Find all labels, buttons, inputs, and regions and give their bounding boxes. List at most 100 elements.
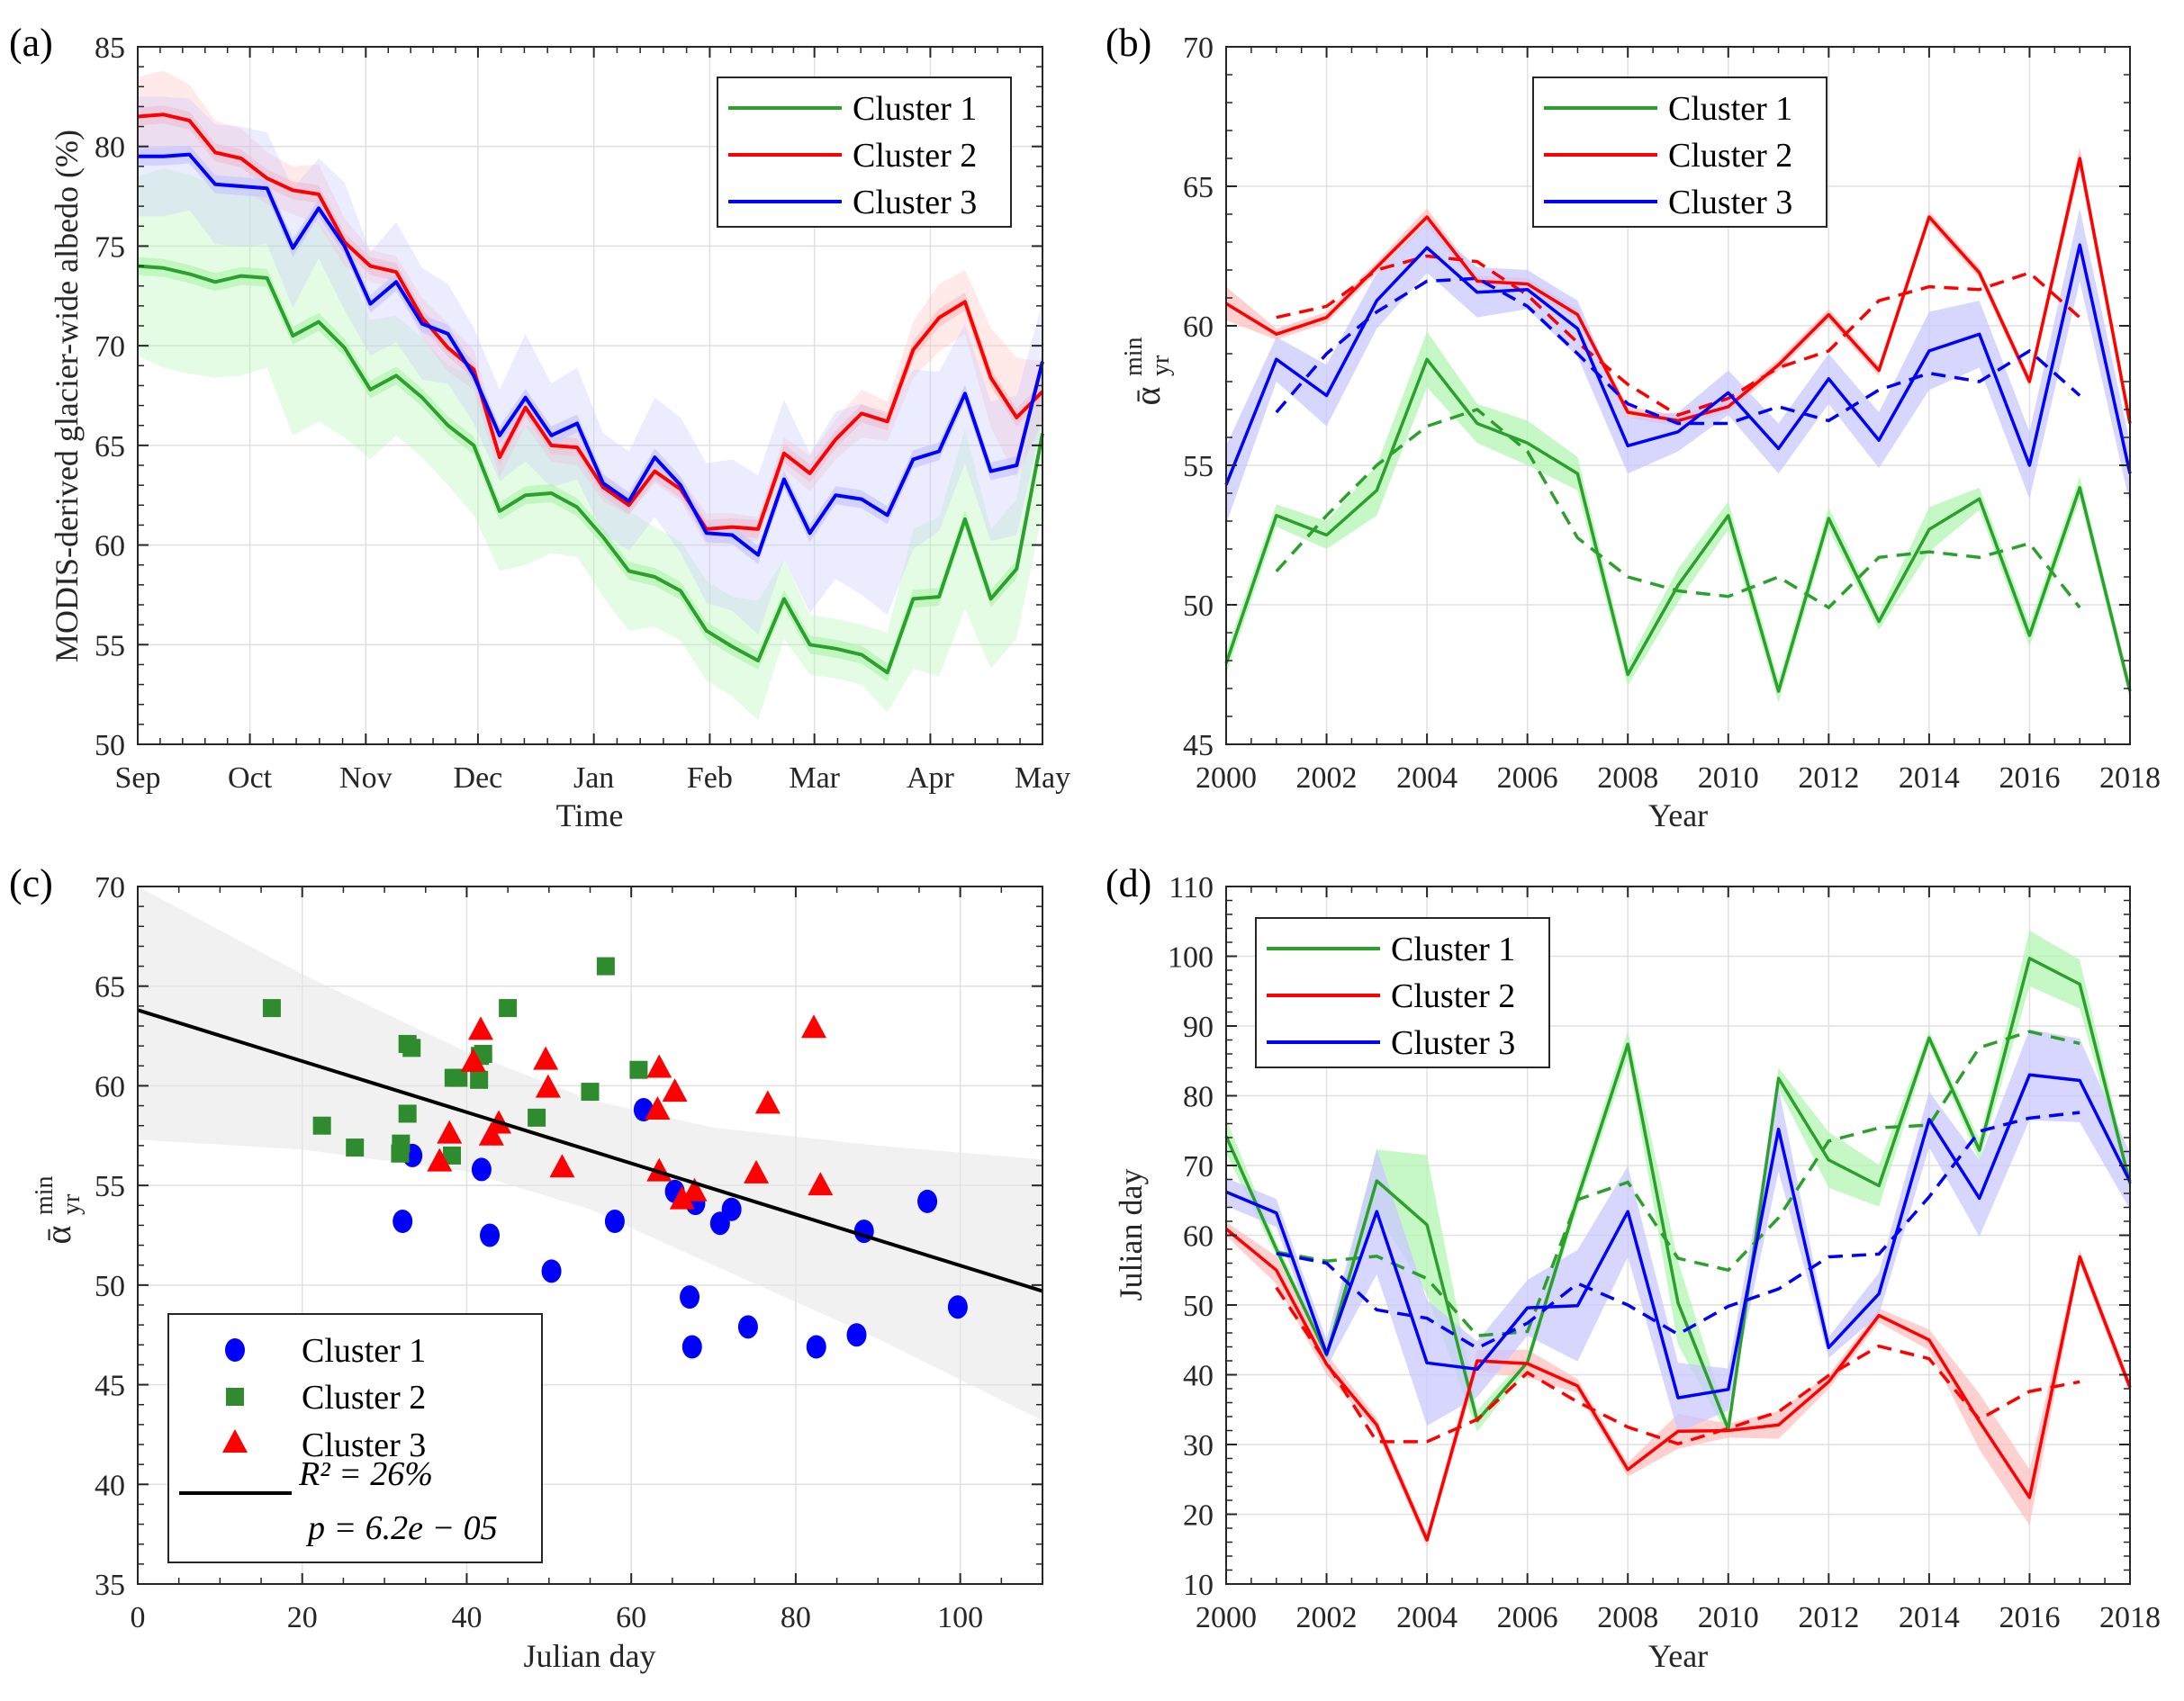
panel-a-label: (a) bbox=[9, 21, 53, 65]
y-tick-label: 60 bbox=[1183, 1220, 1214, 1254]
legend-label-3: Cluster 3 bbox=[1668, 184, 1792, 221]
panel-c: (c) 0 20 40 60 80 100 35 40 45 50 55 60 65 70 Julian … bbox=[9, 861, 1043, 1674]
point-cluster-3 bbox=[535, 1074, 561, 1098]
x-tick-label: 2002 bbox=[1296, 1601, 1358, 1634]
band-cluster-3 bbox=[1226, 208, 2130, 525]
band-cluster-1 bbox=[1226, 930, 2130, 1436]
legend-p-label: p = 6.2e − 05 bbox=[305, 1509, 498, 1547]
y-tick-label: 70 bbox=[1183, 32, 1214, 65]
panel-d-xlabel: Year bbox=[1648, 1638, 1708, 1674]
point-cluster-3 bbox=[669, 1185, 695, 1210]
trend-cluster-1 bbox=[1276, 1030, 2080, 1337]
y-tick-label: 35 bbox=[95, 1569, 125, 1602]
y-tick-label: 10 bbox=[1183, 1569, 1214, 1602]
y-tick-label: 60 bbox=[95, 530, 125, 563]
band-wide-cluster-3 bbox=[138, 96, 1042, 635]
panel-c-ylabel: ᾱ yr min bbox=[31, 1175, 86, 1244]
line-cluster-2 bbox=[1225, 157, 2132, 424]
panel-c-points bbox=[262, 957, 968, 1359]
point-cluster-3 bbox=[662, 1078, 688, 1102]
alpha-symbol: ᾱ bbox=[38, 1225, 78, 1244]
panel-a-xlabel: Time bbox=[556, 797, 624, 833]
y-tick-label: 30 bbox=[1183, 1429, 1214, 1462]
trend-cluster-2 bbox=[1276, 254, 2081, 418]
x-tick-label: 2018 bbox=[2099, 761, 2161, 795]
x-tick-label: 60 bbox=[616, 1601, 646, 1634]
point-cluster-1 bbox=[917, 1189, 938, 1213]
panel-b-xlabel: Year bbox=[1648, 797, 1708, 833]
y-tick-label: 45 bbox=[1183, 729, 1214, 762]
legend-marker-square bbox=[226, 1388, 244, 1406]
point-cluster-1 bbox=[680, 1285, 700, 1310]
point-cluster-2 bbox=[262, 999, 281, 1018]
legend-label-1: Cluster 1 bbox=[1668, 90, 1792, 128]
legend-label-3: Cluster 3 bbox=[853, 184, 977, 221]
x-tick-label: 2008 bbox=[1597, 761, 1658, 795]
point-cluster-2 bbox=[346, 1138, 365, 1157]
y-tick-label: 50 bbox=[95, 729, 125, 762]
x-tick-label: Sep bbox=[115, 761, 161, 795]
alpha-superscript: min bbox=[1120, 337, 1148, 376]
line-cluster-3 bbox=[1224, 243, 2132, 486]
y-tick-label: 55 bbox=[95, 629, 125, 662]
panel-b-legend: Cluster 1 Cluster 2 Cluster 3 bbox=[1532, 76, 1828, 228]
panel-a-lines bbox=[137, 112, 1044, 675]
legend-label-1: Cluster 1 bbox=[302, 1332, 426, 1370]
panel-c-regression bbox=[137, 1008, 1043, 1293]
legend-marker-triangle bbox=[222, 1429, 248, 1453]
alpha-subscript: yr bbox=[1147, 355, 1175, 376]
y-tick-label: 100 bbox=[1168, 941, 1214, 975]
point-cluster-1 bbox=[480, 1223, 501, 1247]
x-tick-label: 2002 bbox=[1296, 761, 1358, 795]
x-tick-label: 2004 bbox=[1396, 1601, 1458, 1634]
legend-label-1: Cluster 1 bbox=[1391, 931, 1515, 968]
legend-label-2: Cluster 2 bbox=[1668, 137, 1792, 175]
point-cluster-1 bbox=[541, 1259, 562, 1283]
panel-d-legend: Cluster 1 Cluster 2 Cluster 3 bbox=[1255, 917, 1550, 1068]
y-tick-label: 110 bbox=[1169, 871, 1214, 904]
panel-a-legend: Cluster 1 Cluster 2 Cluster 3 bbox=[717, 76, 1012, 228]
y-tick-label: 65 bbox=[95, 971, 125, 1004]
x-tick-label: Oct bbox=[228, 761, 273, 795]
point-cluster-1 bbox=[737, 1315, 758, 1339]
point-cluster-2 bbox=[443, 1146, 462, 1165]
point-cluster-1 bbox=[721, 1197, 742, 1221]
point-cluster-1 bbox=[947, 1295, 968, 1319]
point-cluster-2 bbox=[398, 1104, 417, 1123]
trend-cluster-1 bbox=[1275, 408, 2081, 610]
point-cluster-3 bbox=[754, 1090, 781, 1114]
panel-a-axes: Sep Oct Nov Dec Jan Feb Mar Apr May 50 55 60 65 70 75 8… bbox=[95, 32, 1070, 795]
point-cluster-2 bbox=[629, 1060, 648, 1079]
y-tick-label: 50 bbox=[95, 1270, 125, 1303]
point-cluster-3 bbox=[460, 1048, 486, 1072]
point-cluster-1 bbox=[846, 1323, 867, 1347]
point-cluster-2 bbox=[312, 1116, 331, 1135]
point-cluster-3 bbox=[533, 1046, 559, 1070]
x-tick-label: 2006 bbox=[1497, 1601, 1558, 1634]
point-cluster-3 bbox=[645, 1096, 671, 1120]
x-tick-label: 2016 bbox=[1999, 761, 2060, 795]
point-cluster-3 bbox=[478, 1121, 504, 1146]
y-tick-label: 45 bbox=[95, 1370, 125, 1403]
panel-d: (d) 2000 2002 2004 2006 2008 2010 2012 2014 2016… bbox=[1106, 861, 2161, 1674]
line-cluster-1 bbox=[137, 264, 1044, 675]
y-tick-label: 55 bbox=[95, 1170, 125, 1203]
panel-d-ylabel: Julian day bbox=[1113, 1169, 1149, 1301]
x-tick-label: May bbox=[1015, 761, 1070, 795]
alpha-symbol: ᾱ bbox=[1127, 386, 1168, 405]
point-cluster-3 bbox=[427, 1148, 453, 1172]
point-cluster-3 bbox=[744, 1159, 770, 1184]
x-tick-label: 20 bbox=[287, 1601, 318, 1634]
legend-label-2: Cluster 2 bbox=[302, 1379, 426, 1417]
trend-cluster-2 bbox=[1275, 1286, 2080, 1446]
x-tick-label: 2014 bbox=[1899, 761, 1960, 795]
point-cluster-3 bbox=[467, 1016, 493, 1040]
y-tick-label: 50 bbox=[1183, 590, 1214, 623]
x-tick-label: 100 bbox=[937, 1601, 983, 1634]
y-tick-label: 40 bbox=[1183, 1360, 1214, 1393]
y-tick-label: 40 bbox=[95, 1469, 125, 1502]
trend-cluster-3 bbox=[1275, 276, 2081, 426]
line-cluster-2 bbox=[137, 112, 1044, 531]
panel-b-lines bbox=[1224, 157, 2132, 693]
